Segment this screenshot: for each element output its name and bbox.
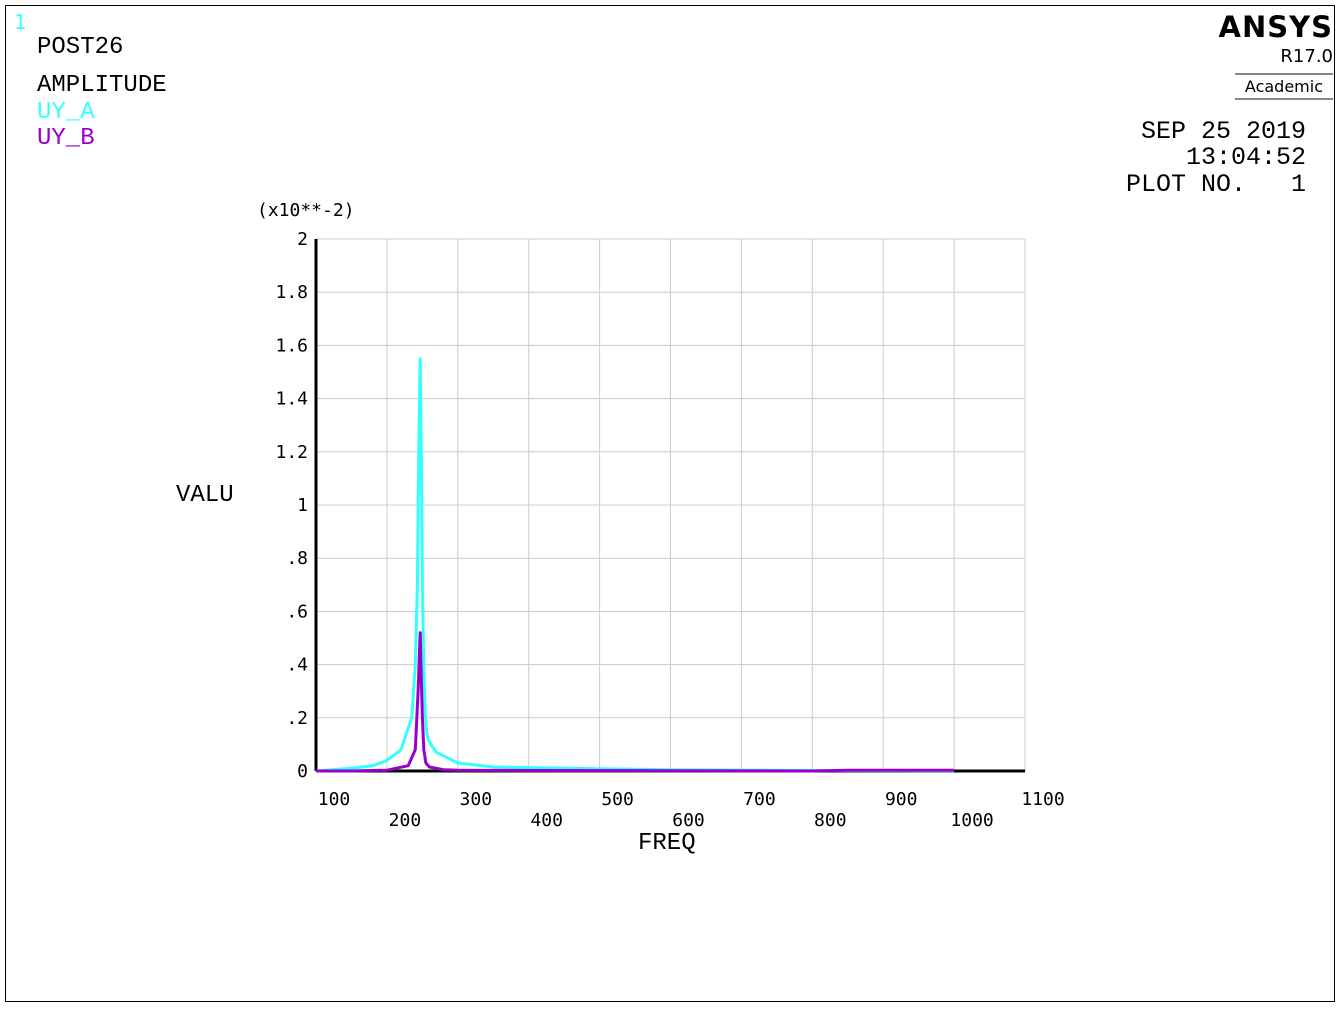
plot-time: 13:04:52 (1185, 143, 1306, 172)
x-tick-label: 600 (672, 810, 705, 831)
brand-name: ANSYS (1218, 10, 1333, 44)
y-multiplier: (x10**-2) (257, 200, 355, 221)
y-tick-label: 1.4 (275, 389, 308, 410)
y-tick-label: .2 (286, 708, 308, 729)
x-tick-label: 300 (460, 789, 493, 810)
x-tick-label: 100 (318, 789, 351, 810)
y-tick-label: 0 (297, 761, 308, 782)
plot-date: SEP 25 2019 (1140, 117, 1306, 146)
legend-series-b: UY_B (37, 125, 95, 152)
x-tick-label: 900 (885, 789, 918, 810)
variable-type: AMPLITUDE (37, 72, 167, 99)
y-tick-label: 1.6 (275, 335, 308, 356)
brand-edition: Academic (1234, 73, 1333, 100)
plot-frame (5, 5, 1335, 1002)
y-tick-label: 2 (297, 229, 308, 250)
y-tick-label: 1.2 (275, 442, 308, 463)
y-tick-label: 1.8 (275, 282, 308, 303)
x-tick-label: 400 (530, 810, 563, 831)
y-tick-label: .8 (286, 548, 308, 569)
brand-release: R17.0 (1280, 46, 1333, 67)
series-line-uy-a (315, 357, 955, 773)
ansys-logo: ANSYS R17.0 Academic (1218, 10, 1333, 100)
series-line-uy-b (316, 631, 955, 773)
y-tick-label: 1 (297, 495, 308, 516)
processor-title: POST26 (37, 34, 124, 61)
x-tick-label: 1000 (950, 810, 993, 831)
x-tick-label: 700 (743, 789, 776, 810)
legend-series-a: UY_A (37, 99, 95, 126)
x-tick-label: 500 (601, 789, 634, 810)
x-tick-label: 200 (389, 810, 422, 831)
x-tick-label: 800 (814, 810, 847, 831)
window-number: 1 (14, 10, 27, 34)
y-tick-label: .4 (286, 655, 308, 676)
y-axis-label: VALU (176, 482, 234, 509)
y-tick-label: .6 (286, 601, 308, 622)
plot-number: PLOT NO. 1 (1125, 170, 1306, 199)
x-axis-label: FREQ (638, 830, 696, 857)
x-tick-label: 1100 (1021, 789, 1064, 810)
